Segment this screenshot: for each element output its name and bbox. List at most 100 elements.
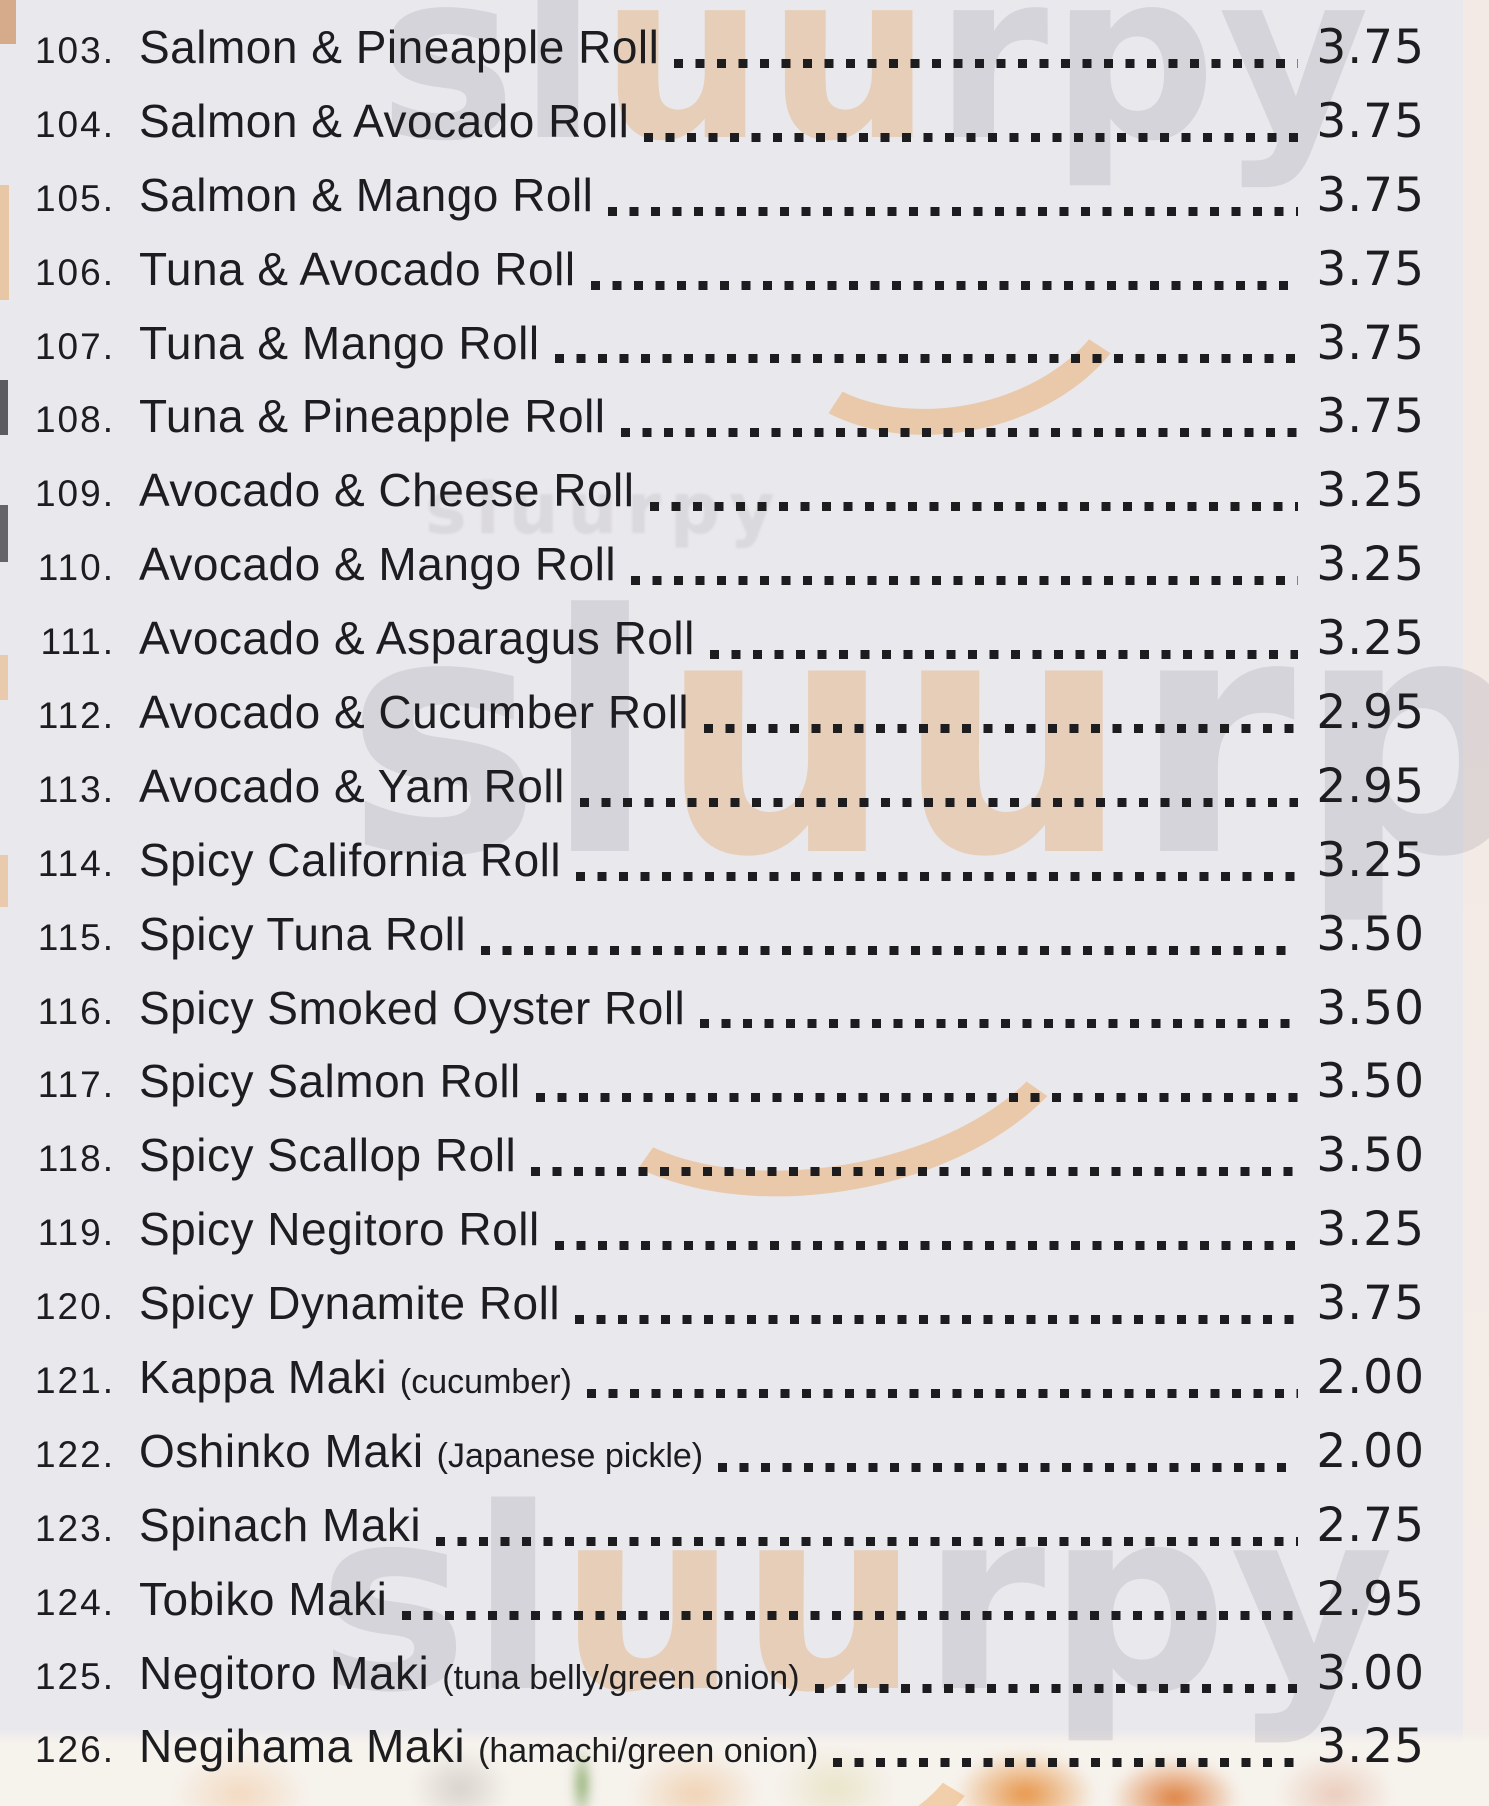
item-name: Tuna & Pineapple Roll xyxy=(139,390,606,443)
item-price: 3.25 xyxy=(1316,1719,1425,1775)
item-number: 112. xyxy=(37,695,115,737)
dotted-leader xyxy=(481,945,1299,955)
item-price: 3.75 xyxy=(1316,93,1425,149)
menu-item-row: 117. Spicy Salmon Roll 3.50 xyxy=(0,1045,1489,1119)
dotted-leader xyxy=(631,576,1299,586)
dotted-leader xyxy=(608,206,1299,216)
dotted-leader xyxy=(620,428,1299,438)
item-number: 106. xyxy=(34,251,115,293)
dotted-leader xyxy=(649,502,1299,512)
menu-item-row: 110. Avocado & Mango Roll 3.25 xyxy=(0,528,1489,602)
menu-item-row: 118. Spicy Scallop Roll 3.50 xyxy=(0,1119,1489,1193)
item-price: 2.00 xyxy=(1316,1350,1425,1406)
dotted-leader xyxy=(531,1167,1299,1177)
item-price: 3.75 xyxy=(1316,20,1425,75)
item-note: (cucumber) xyxy=(399,1363,572,1402)
item-note: (tuna belly/green onion) xyxy=(442,1658,800,1697)
dotted-leader xyxy=(554,1241,1299,1251)
dotted-leader xyxy=(700,1019,1299,1029)
item-number: 109. xyxy=(34,473,115,515)
menu-item-row: 112. Avocado & Cucumber Roll 2.95 xyxy=(0,676,1489,750)
item-number: 121. xyxy=(34,1360,115,1402)
dotted-leader xyxy=(644,132,1299,142)
menu-item-row: 119. Spicy Negitoro Roll 3.25 xyxy=(0,1193,1489,1267)
dotted-leader xyxy=(535,1093,1299,1103)
item-price: 2.95 xyxy=(1316,685,1425,741)
menu-item-row: 104. Salmon & Avocado Roll 3.75 xyxy=(0,85,1489,159)
item-name: Spinach Maki xyxy=(139,1498,422,1551)
item-price: 3.50 xyxy=(1316,1054,1425,1110)
item-price: 3.25 xyxy=(1316,611,1425,667)
item-name: Oshinko Maki xyxy=(139,1424,424,1477)
dotted-leader xyxy=(674,58,1299,68)
menu-item-row: 124. Tobiko Maki 2.95 xyxy=(0,1563,1489,1637)
item-number: 111. xyxy=(40,621,115,663)
dotted-leader xyxy=(554,354,1299,364)
item-name: Salmon & Avocado Roll xyxy=(139,94,630,147)
dotted-leader xyxy=(402,1610,1299,1620)
menu-item-row: 115. Spicy Tuna Roll 3.50 xyxy=(0,898,1489,972)
item-price: 3.75 xyxy=(1316,1276,1425,1332)
item-price: 3.75 xyxy=(1316,241,1425,297)
item-number: 118. xyxy=(37,1138,115,1180)
menu-item-row: 109. Avocado & Cheese Roll 3.25 xyxy=(0,454,1489,528)
item-number: 119. xyxy=(37,1212,115,1254)
item-number: 126. xyxy=(34,1729,115,1771)
menu-item-row: 121. Kappa Maki (cucumber) 2.00 xyxy=(0,1341,1489,1415)
menu-item-row: 125. Negitoro Maki (tuna belly/green oni… xyxy=(0,1637,1489,1711)
item-name: Spicy California Roll xyxy=(139,833,562,886)
sushi-photo xyxy=(0,1736,1489,1806)
dotted-leader xyxy=(586,1388,1299,1398)
item-price: 3.25 xyxy=(1316,463,1425,519)
item-price: 3.25 xyxy=(1316,832,1425,888)
menu-item-row: 111. Avocado & Asparagus Roll 3.25 xyxy=(0,602,1489,676)
item-number: 123. xyxy=(34,1507,115,1549)
item-price: 3.50 xyxy=(1316,980,1425,1036)
item-number: 120. xyxy=(34,1286,115,1328)
item-name: Avocado & Asparagus Roll xyxy=(139,612,695,665)
item-number: 105. xyxy=(34,177,115,219)
dotted-leader xyxy=(704,723,1299,733)
menu-item-row: 126. Negihama Maki (hamachi/green onion)… xyxy=(0,1710,1489,1784)
item-number: 113. xyxy=(37,768,115,810)
item-number: 116. xyxy=(37,990,115,1032)
item-number: 122. xyxy=(34,1433,115,1475)
item-name: Spicy Tuna Roll xyxy=(139,907,467,960)
item-price: 2.95 xyxy=(1316,758,1425,814)
item-price: 3.25 xyxy=(1316,1202,1425,1258)
dotted-leader xyxy=(579,797,1299,807)
item-name: Avocado & Mango Roll xyxy=(139,538,617,591)
item-price: 2.95 xyxy=(1316,1571,1425,1627)
item-name: Salmon & Pineapple Roll xyxy=(139,21,660,73)
item-price: 3.25 xyxy=(1316,537,1425,593)
menu-item-row: 108. Tuna & Pineapple Roll 3.75 xyxy=(0,380,1489,454)
item-number: 108. xyxy=(34,399,115,441)
menu-item-row: 107. Tuna & Mango Roll 3.75 xyxy=(0,307,1489,381)
item-price: 3.75 xyxy=(1316,167,1425,223)
item-number: 107. xyxy=(34,325,115,367)
dotted-leader xyxy=(576,871,1299,881)
dotted-leader xyxy=(436,1536,1299,1546)
dotted-leader xyxy=(718,1462,1299,1472)
menu-item-row: 113. Avocado & Yam Roll 2.95 xyxy=(0,750,1489,824)
item-name: Tuna & Mango Roll xyxy=(139,316,540,369)
item-name: Avocado & Cheese Roll xyxy=(139,464,635,517)
item-note: (Japanese pickle) xyxy=(436,1436,704,1475)
menu-item-row: 116. Spicy Smoked Oyster Roll 3.50 xyxy=(0,972,1489,1046)
menu-item-row: 123. Spinach Maki 2.75 xyxy=(0,1489,1489,1563)
menu-item-row: 106. Tuna & Avocado Roll 3.75 xyxy=(0,233,1489,307)
item-name: Negihama Maki xyxy=(139,1720,466,1773)
menu-item-row: 114. Spicy California Roll 3.25 xyxy=(0,824,1489,898)
item-name: Negitoro Maki xyxy=(139,1646,430,1699)
item-price: 3.50 xyxy=(1316,1128,1425,1184)
item-name: Avocado & Cucumber Roll xyxy=(139,686,690,739)
item-number: 124. xyxy=(34,1581,115,1623)
item-price: 3.00 xyxy=(1316,1645,1425,1701)
menu-item-row: 105. Salmon & Mango Roll 3.75 xyxy=(0,159,1489,233)
item-note: (hamachi/green onion) xyxy=(478,1732,819,1771)
item-price: 3.50 xyxy=(1316,906,1425,962)
dotted-leader xyxy=(709,650,1299,660)
dotted-leader xyxy=(590,280,1299,290)
item-number: 104. xyxy=(34,103,115,145)
